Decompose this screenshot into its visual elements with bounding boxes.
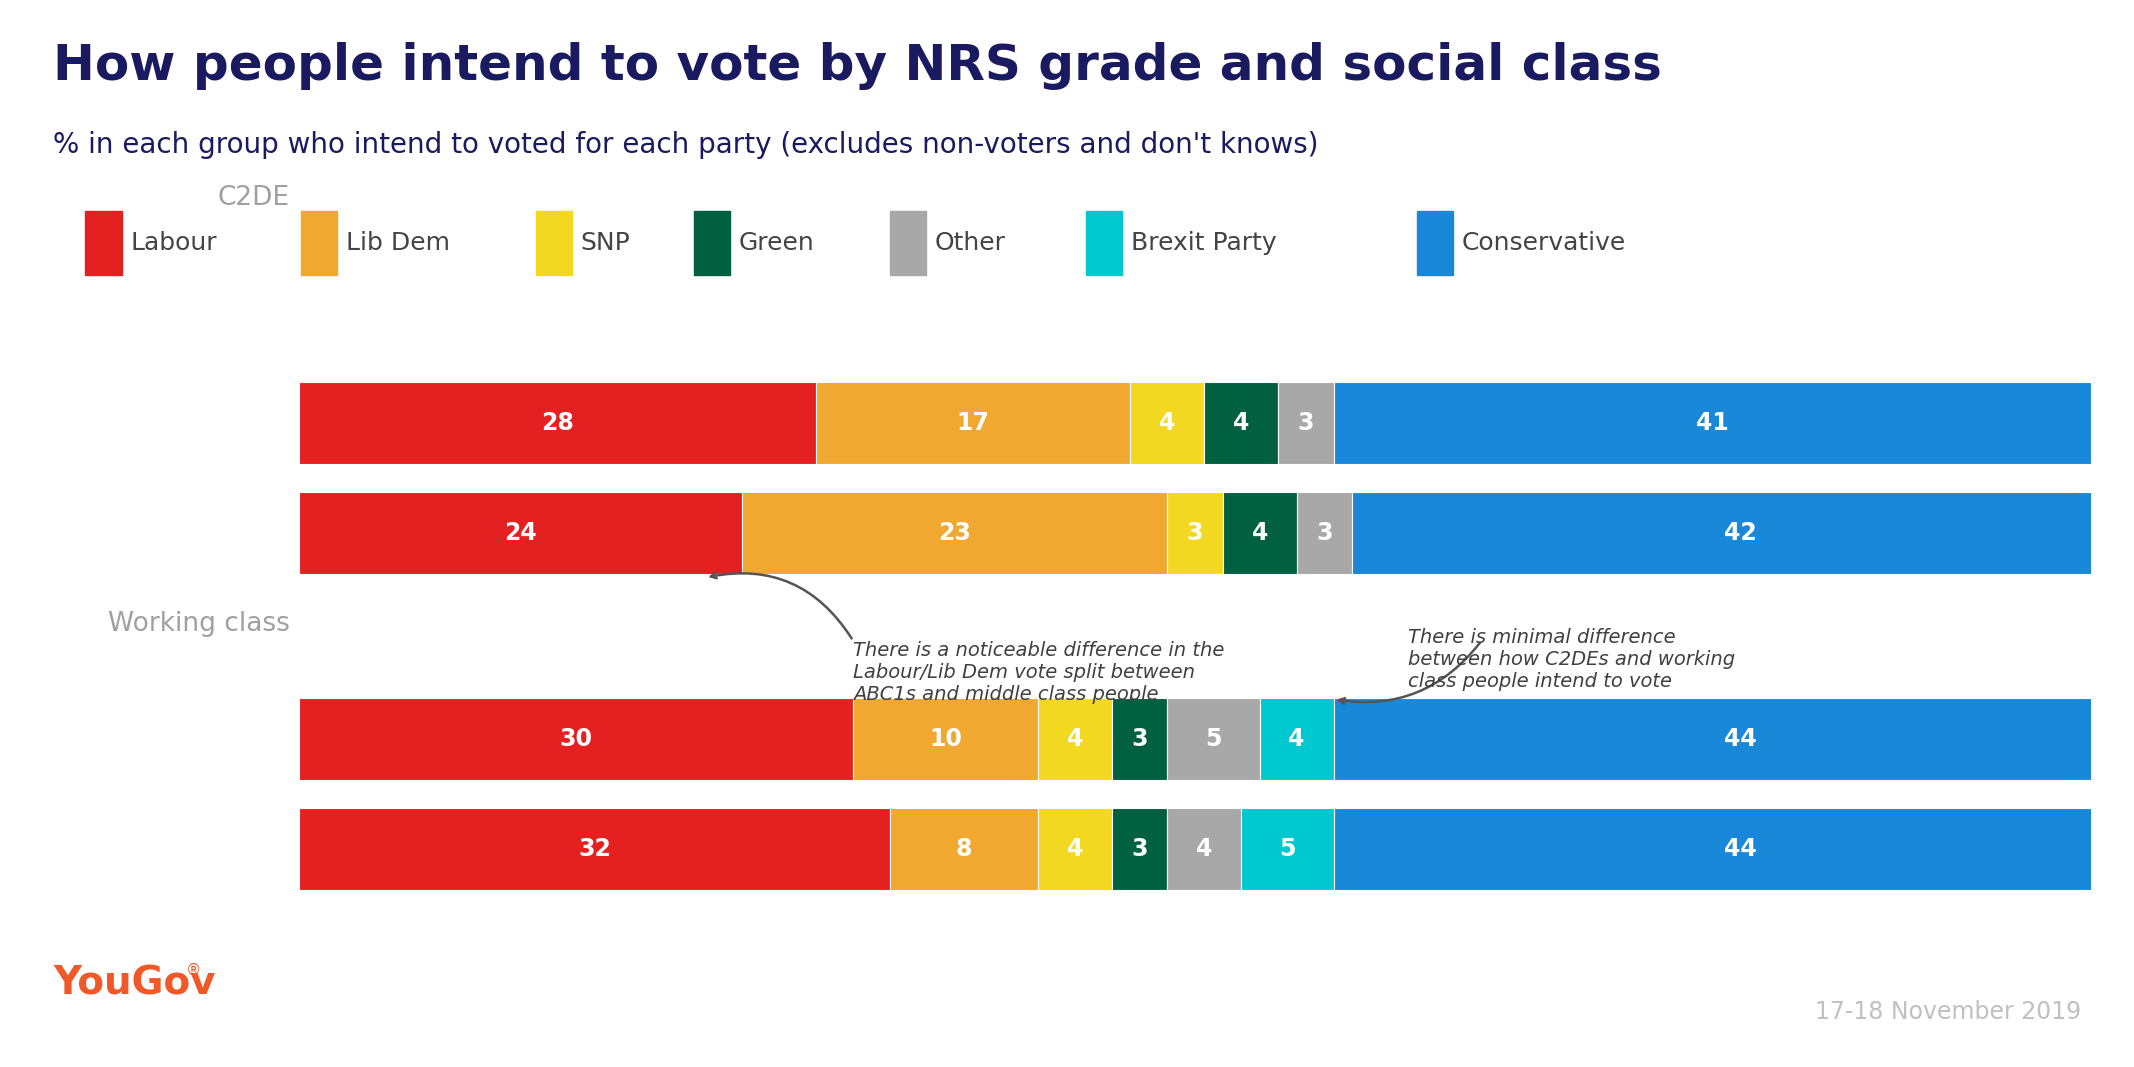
- Bar: [1131, 382, 1204, 464]
- Text: 3: 3: [1131, 838, 1148, 861]
- Text: Brexit Party: Brexit Party: [1131, 232, 1276, 255]
- Bar: [1278, 382, 1334, 464]
- Text: ®: ®: [186, 962, 201, 977]
- Bar: [743, 492, 1167, 574]
- Bar: [536, 211, 572, 275]
- Text: 4: 4: [1195, 838, 1212, 861]
- Text: 3: 3: [1131, 727, 1148, 751]
- Text: 4: 4: [1067, 727, 1084, 751]
- Bar: [1334, 698, 2134, 780]
- Text: Conservative: Conservative: [1462, 232, 1626, 255]
- Bar: [1223, 492, 1297, 574]
- Text: 3: 3: [1317, 522, 1332, 545]
- Text: 24: 24: [504, 522, 538, 545]
- Text: 42: 42: [1724, 522, 1756, 545]
- Bar: [1297, 492, 1353, 574]
- Bar: [1112, 698, 1167, 780]
- Text: How people intend to vote by NRS grade and social class: How people intend to vote by NRS grade a…: [53, 43, 1662, 91]
- Bar: [815, 382, 1131, 464]
- Text: 30: 30: [559, 727, 593, 751]
- Text: 5: 5: [1278, 838, 1295, 861]
- Text: Other: Other: [935, 232, 1005, 255]
- Bar: [299, 492, 743, 574]
- Text: SNP: SNP: [580, 232, 630, 255]
- Bar: [694, 211, 730, 275]
- Bar: [1167, 808, 1242, 890]
- Bar: [854, 698, 1037, 780]
- Text: 44: 44: [1724, 838, 1756, 861]
- Text: 23: 23: [939, 522, 971, 545]
- Text: 3: 3: [1187, 522, 1204, 545]
- Bar: [1242, 808, 1334, 890]
- Bar: [1259, 698, 1334, 780]
- Bar: [1334, 808, 2134, 890]
- Text: 4: 4: [1289, 727, 1304, 751]
- Bar: [1037, 698, 1112, 780]
- Text: 4: 4: [1251, 522, 1268, 545]
- Text: 4: 4: [1067, 838, 1084, 861]
- Text: There is a noticeable difference in the
Labour/Lib Dem vote split between
ABC1s : There is a noticeable difference in the …: [854, 641, 1225, 704]
- Bar: [1037, 808, 1112, 890]
- Text: 4: 4: [1159, 411, 1176, 434]
- Bar: [1334, 382, 2091, 464]
- Text: 41: 41: [1697, 411, 1729, 434]
- Text: 17-18 November 2019: 17-18 November 2019: [1814, 1000, 2081, 1023]
- Text: 28: 28: [542, 411, 574, 434]
- Bar: [1167, 492, 1223, 574]
- Bar: [1353, 492, 2128, 574]
- Bar: [1086, 211, 1122, 275]
- Bar: [299, 808, 890, 890]
- Text: There is minimal difference
between how C2DEs and working
class people intend to: There is minimal difference between how …: [1408, 628, 1735, 691]
- Bar: [1167, 698, 1259, 780]
- Text: 3: 3: [1297, 411, 1315, 434]
- Text: 32: 32: [578, 838, 610, 861]
- Text: 10: 10: [928, 727, 962, 751]
- Text: Lib Dem: Lib Dem: [346, 232, 450, 255]
- Bar: [1417, 211, 1453, 275]
- Text: 8: 8: [956, 838, 973, 861]
- Text: 5: 5: [1206, 727, 1223, 751]
- Text: C2DE: C2DE: [218, 186, 290, 211]
- Text: Green: Green: [738, 232, 813, 255]
- Text: YouGov: YouGov: [53, 965, 216, 1003]
- Bar: [301, 211, 337, 275]
- Bar: [299, 698, 854, 780]
- Text: 17: 17: [956, 411, 990, 434]
- Text: Labour: Labour: [130, 232, 218, 255]
- Text: Working class: Working class: [109, 611, 290, 637]
- Text: 4: 4: [1233, 411, 1248, 434]
- Bar: [85, 211, 122, 275]
- Bar: [299, 382, 815, 464]
- Bar: [1112, 808, 1167, 890]
- Bar: [890, 211, 926, 275]
- Bar: [890, 808, 1037, 890]
- Text: % in each group who intend to voted for each party (excludes non-voters and don': % in each group who intend to voted for …: [53, 130, 1319, 159]
- Text: 44: 44: [1724, 727, 1756, 751]
- Bar: [1204, 382, 1278, 464]
